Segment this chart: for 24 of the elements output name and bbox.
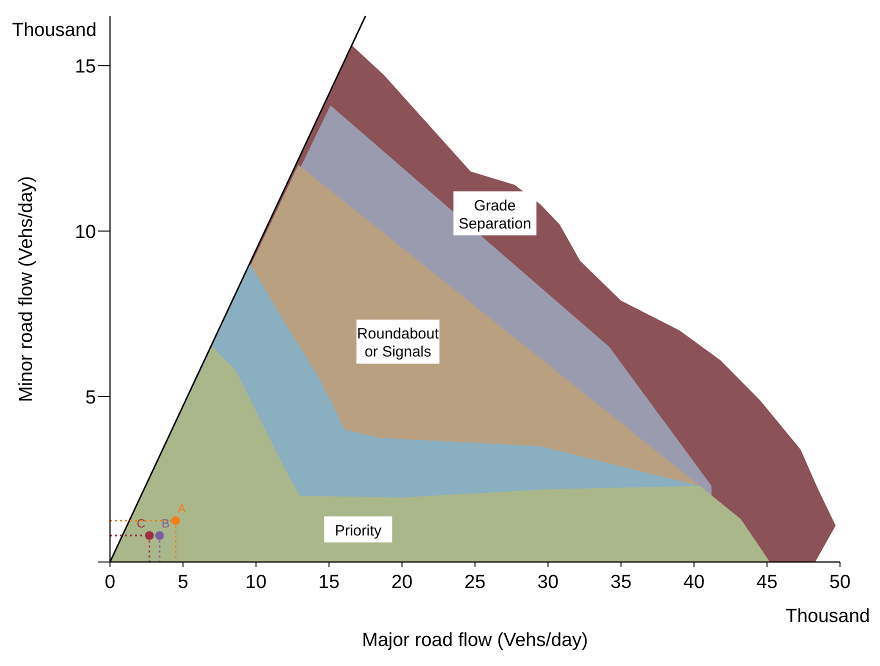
x-tick-label: 10 <box>245 572 267 593</box>
x-tick-label: 20 <box>391 572 413 593</box>
x-tick-label: 0 <box>104 572 116 593</box>
series-label: A <box>178 502 186 516</box>
text: Thousand <box>785 606 870 627</box>
series-label: Priority <box>334 522 382 540</box>
series-label: Grade Separation <box>458 197 532 232</box>
x-tick-label: 50 <box>829 572 851 593</box>
y-tick-label: 10 <box>74 222 96 244</box>
x-axis-title: Major road flow (Vehs/day) <box>362 630 588 651</box>
x-tick-label: 15 <box>318 572 340 593</box>
x-tick-label: 30 <box>537 572 559 593</box>
x-tick-label: 45 <box>756 572 778 593</box>
x-tick-label: 40 <box>683 572 705 593</box>
text: Thousand <box>12 20 97 41</box>
series-label: Roundabout or Signals <box>357 326 440 361</box>
x-tick-label: 25 <box>464 572 486 593</box>
series-label: C <box>136 516 146 531</box>
series-label: B <box>162 516 170 531</box>
x-tick-label: 35 <box>610 572 632 593</box>
x-tick-label: 5 <box>178 572 188 593</box>
y-tick-label: 15 <box>74 56 96 78</box>
y-tick-label: 5 <box>85 388 96 409</box>
y-axis-title: Minor road flow (Vehs/day) <box>16 176 37 402</box>
